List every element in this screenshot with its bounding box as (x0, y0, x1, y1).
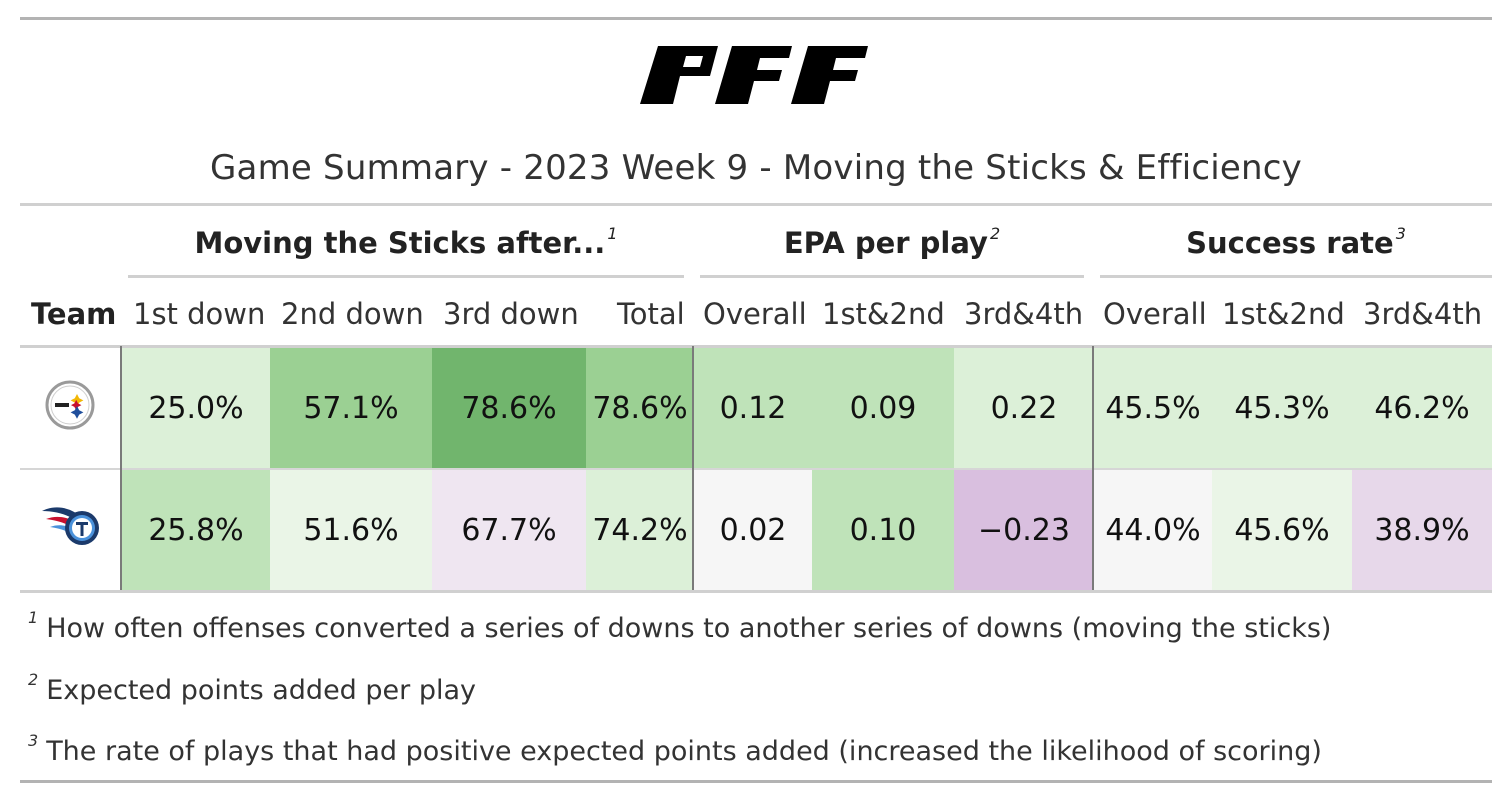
spanner-underline (700, 275, 1084, 278)
cell-epa-3rd4th: 0.22 (954, 348, 1094, 469)
footnote-text: The rate of plays that had positive expe… (46, 736, 1322, 767)
col-header-2nd-down: 2nd down (281, 297, 424, 331)
spanner-epa: EPA per play 2 (700, 224, 1084, 260)
table-row: 25.8% 51.6% 67.7% 74.2% 0.02 0.10 −0.23 44.0% 45… (20, 470, 1492, 591)
row-divider (20, 468, 1492, 470)
col-header-3rd-down: 3rd down (443, 297, 579, 331)
title-rule (20, 203, 1492, 206)
col-header-1st-down: 1st down (133, 297, 266, 331)
table-row: 25.0% 57.1% 78.6% 78.6% 0.12 0.09 0.22 45.5% 45.… (20, 348, 1492, 469)
footnote-mark: 1 (28, 608, 39, 627)
cell-1st-down: 25.0% (122, 348, 270, 469)
footnote-text: How often offenses converted a series of… (46, 613, 1332, 644)
steelers-logo-icon (45, 380, 95, 430)
spanner-label: Moving the Sticks after... (194, 226, 606, 260)
footnote-mark: 3 (28, 731, 39, 750)
col-header-total: Total (617, 297, 685, 331)
footnote-mark: 3 (1395, 224, 1406, 243)
col-header-epa-overall: Overall (703, 297, 807, 331)
cell-epa-overall: 0.02 (694, 470, 812, 591)
cell-sr-1st2nd: 45.6% (1212, 470, 1352, 591)
spanner-label: Success rate (1186, 226, 1394, 260)
cell-epa-1st2nd: 0.09 (812, 348, 954, 469)
titans-logo-icon (42, 507, 99, 545)
group-separator (692, 346, 694, 590)
cell-epa-3rd4th: −0.23 (954, 470, 1094, 591)
cell-3rd-down: 78.6% (432, 348, 586, 469)
col-header-epa-3rd4th: 3rd&4th (964, 297, 1084, 331)
header-rule (20, 345, 1492, 348)
spanner-label: EPA per play (783, 226, 988, 260)
footnote-3: 3 The rate of plays that had positive exp… (28, 731, 1322, 767)
cell-sr-3rd4th: 38.9% (1352, 470, 1492, 591)
col-header-sr-overall: Overall (1103, 297, 1207, 331)
footnote-mark: 2 (989, 224, 1001, 243)
footnote-2: 2 Expected points added per play (28, 670, 476, 706)
cell-sr-overall: 45.5% (1094, 348, 1212, 469)
cell-2nd-down: 51.6% (270, 470, 432, 591)
spanner-moving-sticks: Moving the Sticks after... 1 (128, 224, 684, 260)
top-rule (20, 17, 1492, 20)
cell-2nd-down: 57.1% (270, 348, 432, 469)
bottom-rule (20, 780, 1492, 783)
cell-total: 78.6% (586, 348, 694, 469)
footnote-mark: 2 (28, 670, 39, 689)
cell-total: 74.2% (586, 470, 694, 591)
cell-epa-1st2nd: 0.10 (812, 470, 954, 591)
cell-sr-3rd4th: 46.2% (1352, 348, 1492, 469)
col-header-sr-3rd4th: 3rd&4th (1363, 297, 1483, 331)
cell-1st-down: 25.8% (122, 470, 270, 591)
spanner-success-rate: Success rate 3 (1100, 224, 1492, 260)
table-bottom-rule (20, 590, 1492, 593)
footnote-mark: 1 (607, 224, 618, 243)
spanner-underline (1100, 275, 1492, 278)
table-title: Game Summary - 2023 Week 9 - Moving the … (210, 148, 1302, 188)
col-header-epa-1st2nd: 1st&2nd (822, 297, 945, 331)
group-separator (1092, 346, 1094, 590)
cell-epa-overall: 0.12 (694, 348, 812, 469)
cell-3rd-down: 67.7% (432, 470, 586, 591)
group-separator (120, 346, 122, 590)
pff-logo (640, 46, 868, 104)
cell-sr-overall: 44.0% (1094, 470, 1212, 591)
spanner-underline (128, 275, 684, 278)
col-header-sr-1st2nd: 1st&2nd (1222, 297, 1345, 331)
cell-sr-1st2nd: 45.3% (1212, 348, 1352, 469)
col-header-team: Team (31, 297, 117, 331)
footnote-text: Expected points added per play (46, 675, 476, 706)
footnote-1: 1 How often offenses converted a series o… (28, 608, 1331, 644)
